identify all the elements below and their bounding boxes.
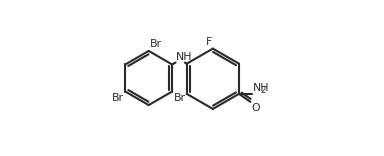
Text: NH: NH [175,52,192,62]
Text: Br: Br [174,93,185,103]
Text: 2: 2 [260,86,266,95]
Text: F: F [206,37,212,47]
Text: NH: NH [253,83,270,93]
Text: Br: Br [112,93,124,103]
Text: O: O [251,103,260,113]
Text: Br: Br [150,39,162,49]
